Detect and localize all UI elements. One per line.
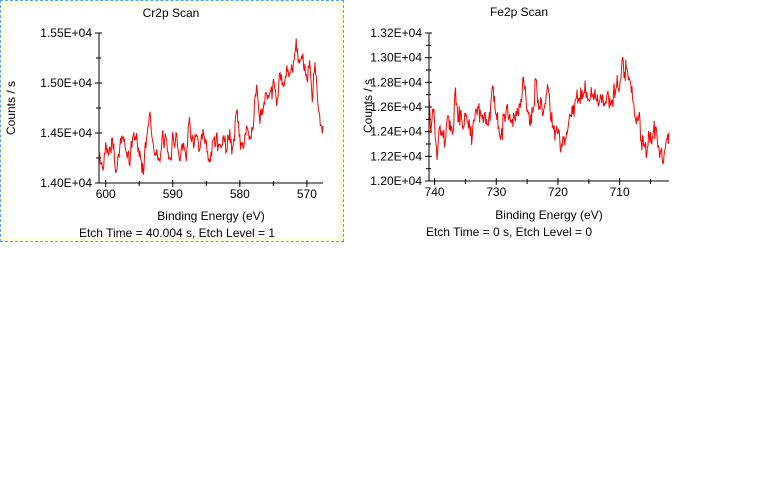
x-tick-label: 590 <box>163 187 183 201</box>
etch-annotation: Etch Time = 40.004 s, Etch Level = 1 <box>79 226 275 240</box>
x-tick-label: 570 <box>297 187 317 201</box>
x-axis-label: Binding Energy (eV) <box>495 208 602 222</box>
etch-annotation: Etch Time = 0 s, Etch Level = 0 <box>426 225 592 239</box>
y-tick-label: 1.26E+04 <box>370 100 422 114</box>
x-tick-label: 740 <box>425 185 445 199</box>
y-tick-label: 1.30E+04 <box>370 51 422 65</box>
y-axis-label: Counts / s <box>361 79 375 133</box>
cr2p-scan-panel[interactable]: Cr2p Scan Counts / s 600 590 580 570 1.40E+0… <box>0 0 344 242</box>
y-tick-label: 1.28E+04 <box>370 75 422 89</box>
spectrum-trace <box>98 38 324 175</box>
chart-title: Fe2p Scan <box>490 5 548 19</box>
y-tick-label: 1.24E+04 <box>370 125 422 139</box>
x-tick-label: 730 <box>486 185 506 199</box>
cr2p-chart: Cr2p Scan Counts / s 600 590 580 570 1.40E+0… <box>4 6 324 240</box>
x-axis-label: Binding Energy (eV) <box>157 209 264 223</box>
y-tick-label: 1.55E+04 <box>40 26 92 40</box>
x-tick-label: 600 <box>96 187 116 201</box>
y-axis-label: Counts / s <box>4 81 18 135</box>
y-tick-label: 1.22E+04 <box>370 149 422 163</box>
cr2p-panel-canvas <box>5 5 339 237</box>
x-tick-label: 580 <box>230 187 250 201</box>
spectrum-trace <box>428 56 670 165</box>
fe2p-scan-panel[interactable]: Fe2p Scan Counts / s 740 730 720 710 1.20E+0… <box>360 0 690 250</box>
y-tick-label: 1.40E+04 <box>40 176 92 190</box>
y-tick-label: 1.20E+04 <box>370 174 422 188</box>
y-tick-label: 1.32E+04 <box>370 26 422 40</box>
y-tick-label: 1.45E+04 <box>40 126 92 140</box>
fe2p-chart: Fe2p Scan Counts / s 740 730 720 710 1.20E+0… <box>361 5 670 239</box>
y-tick-label: 1.50E+04 <box>40 76 92 90</box>
chart-title: Cr2p Scan <box>143 6 200 20</box>
x-tick-label: 720 <box>548 185 568 199</box>
x-tick-label: 710 <box>610 185 630 199</box>
